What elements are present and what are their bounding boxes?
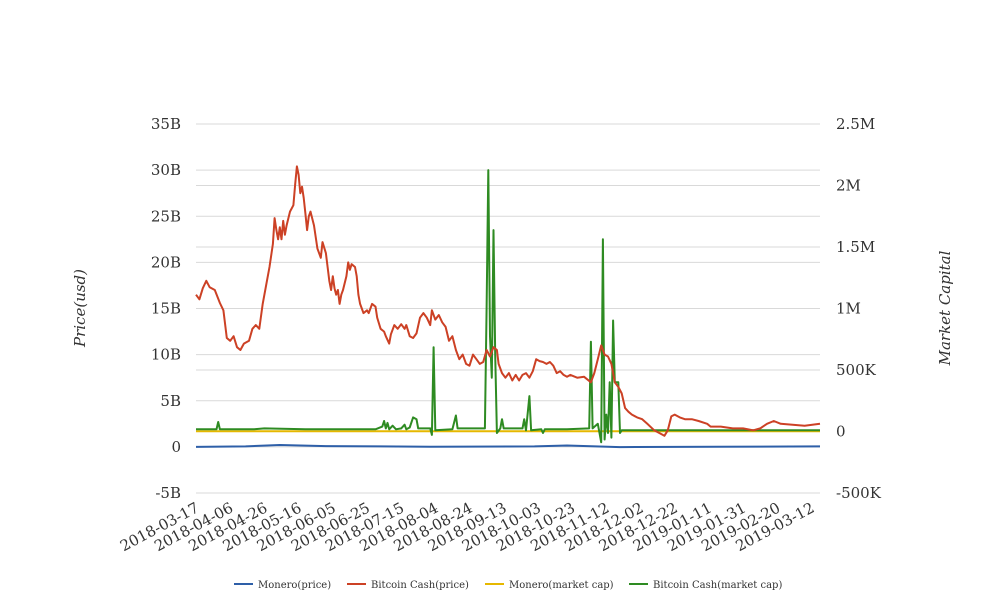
right-tick-label: -500K	[836, 484, 882, 502]
series	[195, 165, 821, 449]
right-tick-label: 2.5M	[836, 115, 875, 133]
right-tick-label: 1M	[836, 300, 861, 318]
left-tick-label: 5B	[160, 392, 181, 410]
right-tick-label: 2M	[836, 177, 861, 195]
left-tick-label: 25B	[151, 207, 181, 225]
left-tick-label: 35B	[151, 115, 181, 133]
left-tick-label: 10B	[151, 346, 181, 364]
left-tick-label: -5B	[155, 484, 181, 502]
series-line-bitcoin-cash-price	[195, 165, 821, 437]
series-line-monero-price	[195, 444, 821, 449]
y-axis-title-right: Market Capital	[936, 250, 954, 366]
left-tick-label: 0	[171, 438, 181, 456]
legend: Monero(price) Bitcoin Cash(price) Monero(m…	[234, 580, 782, 591]
left-axis-ticks: -5B 0 5B 10B 15B 20B 25B 30B 35B	[151, 115, 181, 502]
grid	[196, 123, 820, 494]
right-axis-ticks: -500K 0 500K 1M 1.5M 2M 2.5M	[836, 115, 882, 502]
x-axis-ticks: 2018-03-172018-04-062018-04-262018-05-16…	[117, 499, 817, 555]
y-axis-title-left: Price(usd)	[71, 269, 89, 348]
right-tick-label: 0	[836, 423, 846, 441]
right-tick-label: 1.5M	[836, 238, 875, 256]
legend-label: Bitcoin Cash(price)	[371, 580, 469, 591]
right-tick-label: 500K	[836, 361, 877, 379]
left-tick-label: 20B	[151, 253, 181, 271]
legend-label: Bitcoin Cash(market cap)	[653, 580, 782, 591]
series-line-bitcoin-cash-market-cap	[196, 169, 820, 444]
left-tick-label: 30B	[151, 161, 181, 179]
legend-label: Monero(price)	[258, 580, 331, 591]
legend-label: Monero(market cap)	[509, 580, 614, 591]
left-tick-label: 15B	[151, 300, 181, 318]
